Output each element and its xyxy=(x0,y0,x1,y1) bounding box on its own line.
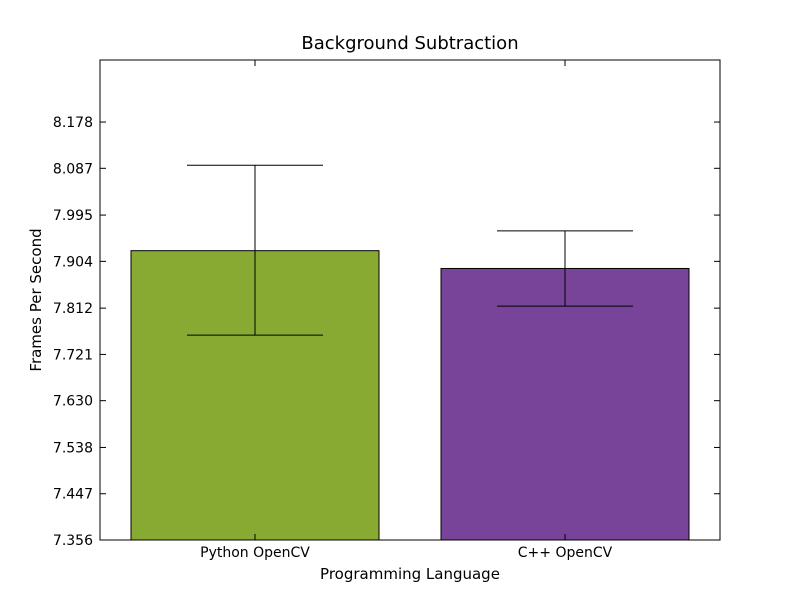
y-tick-label: 7.721 xyxy=(53,347,93,363)
chart-title: Background Subtraction xyxy=(301,33,518,54)
y-tick-label: 7.995 xyxy=(53,208,93,224)
y-tick-label: 7.812 xyxy=(53,301,93,317)
y-axis-label: Frames Per Second xyxy=(27,228,45,371)
y-tick-label: 7.904 xyxy=(53,254,93,270)
x-tick-label: C++ OpenCV xyxy=(518,545,613,561)
y-tick-label: 7.630 xyxy=(53,394,93,410)
plot-area: 7.356 7.447 7.538 7.630 7.721 7.812 7.904 7.995… xyxy=(53,59,721,561)
x-axis-label: Programming Language xyxy=(320,565,500,583)
y-tick-label: 7.538 xyxy=(53,440,93,456)
x-tick-label: Python OpenCV xyxy=(200,545,310,561)
y-tick-label: 7.356 xyxy=(53,533,93,549)
y-tick-label: 8.087 xyxy=(53,161,93,177)
y-tick-label: 7.447 xyxy=(53,487,93,503)
y-tick-label: 8.178 xyxy=(53,115,93,131)
bar xyxy=(440,267,690,541)
plot-frame xyxy=(99,59,721,541)
